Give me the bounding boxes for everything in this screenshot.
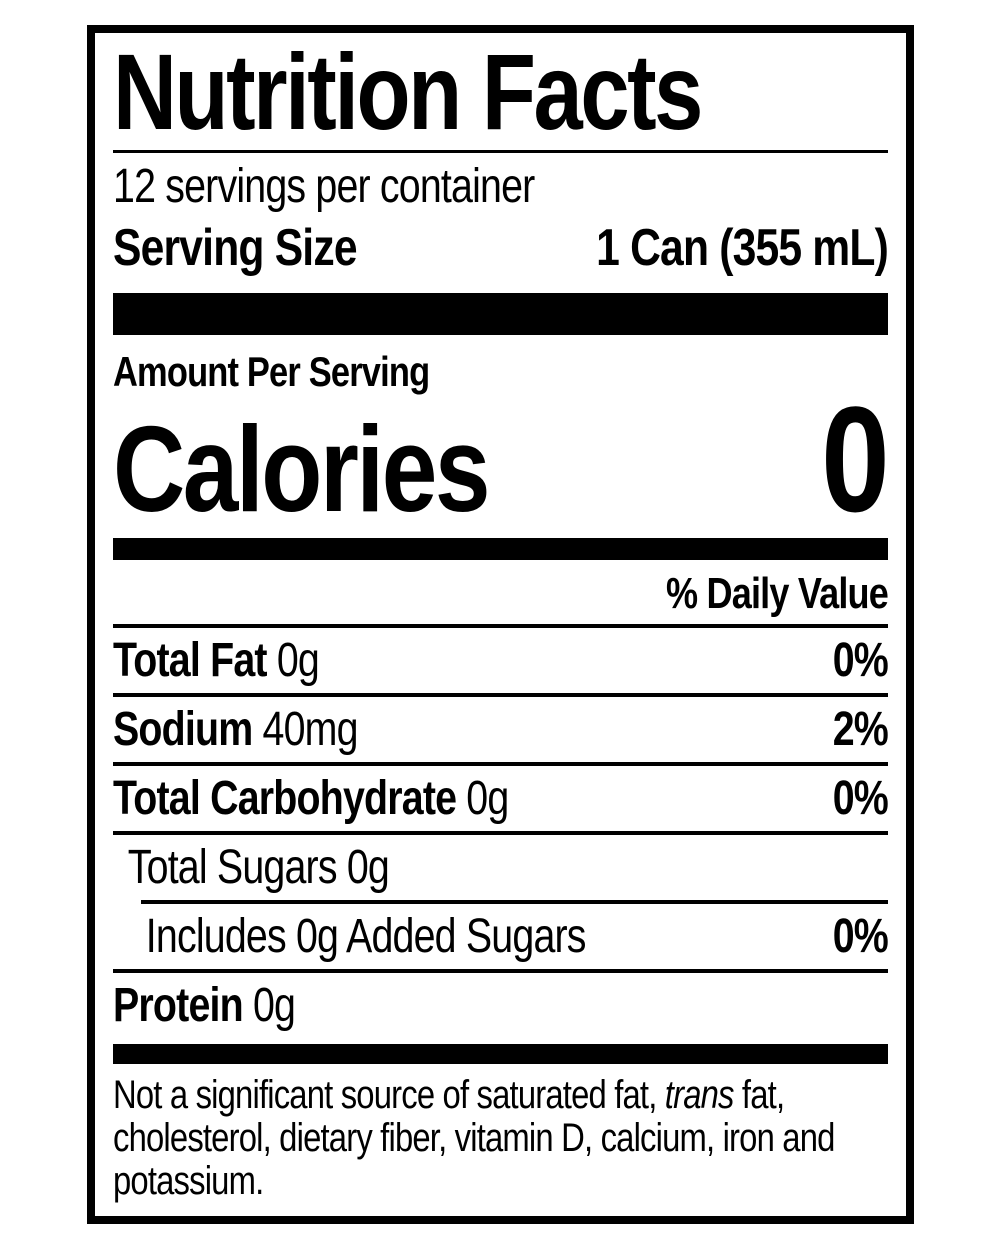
nutrient-name: Protein — [112, 978, 244, 1032]
nutrient-row: Total Sugars 0g — [113, 835, 888, 900]
nutrient-row: Total Carbohydrate 0g 0% — [112, 766, 889, 831]
divider — [112, 968, 888, 973]
amount-per-serving-label: Amount Per Serving — [112, 348, 430, 396]
nutrient-name: Total Carbohydrate — [112, 771, 457, 825]
calories-label: Calories — [112, 400, 491, 537]
nutrient-row: Protein 0g — [113, 973, 888, 1038]
nutrition-facts-label: Nutrition Facts 12 servings per containe… — [86, 25, 914, 1225]
footnote-suffix: fat, cholesterol, dietary fiber, vitamin… — [112, 1072, 835, 1203]
nutrient-name: Sodium — [112, 702, 253, 756]
nutrient-text: Sodium 40mg — [112, 702, 359, 756]
daily-value-percent: 0% — [832, 633, 888, 687]
divider — [140, 899, 888, 904]
section-bar-top — [112, 293, 888, 336]
nutrient-text: Total Sugars 0g — [127, 840, 389, 894]
nutrient-row: Includes 0g Added Sugars 0% — [113, 904, 888, 969]
footnote: Not a significant source of saturated fa… — [113, 1074, 888, 1202]
daily-value-percent: 0% — [832, 771, 888, 825]
serving-size-row: Serving Size 1 Can (355 mL) — [112, 219, 889, 278]
nutrient-text: Total Carbohydrate 0g — [112, 771, 509, 825]
nutrient-name: Total Fat — [112, 633, 268, 687]
title-divider — [112, 150, 888, 154]
serving-size-label: Serving Size — [112, 219, 358, 278]
calories-row: Calories 0 — [112, 374, 890, 543]
nutrient-amount: 0g — [455, 771, 509, 825]
nutrient-name: Total Sugars — [127, 840, 337, 894]
nutrient-text: Includes 0g Added Sugars — [145, 909, 586, 963]
servings-per-container: 12 servings per container — [112, 160, 535, 214]
nutrient-row: Sodium 40mg 2% — [112, 697, 889, 762]
divider — [112, 692, 888, 697]
divider — [112, 830, 888, 835]
label-title: Nutrition Facts — [112, 31, 703, 152]
nutrient-text: Protein 0g — [112, 978, 296, 1032]
divider — [112, 623, 888, 628]
nutrient-rows: Total Fat 0g 0% Sodium 40mg 2% Total Carbohy… — [112, 628, 889, 1038]
divider — [112, 761, 888, 766]
nutrient-text: Total Fat 0g — [112, 633, 320, 687]
serving-size-value: 1 Can (355 mL) — [595, 219, 889, 278]
footnote-prefix: Not a significant source of saturated fa… — [112, 1072, 665, 1117]
daily-value-percent: 0% — [832, 909, 888, 963]
section-bar-calories — [112, 537, 888, 560]
nutrient-amount: 0g — [266, 633, 319, 687]
footnote-italic-word: trans — [664, 1072, 734, 1117]
calories-value: 0 — [820, 374, 889, 543]
nutrient-name: Includes 0g Added Sugars — [145, 909, 586, 963]
nutrient-amount: 40mg — [251, 702, 358, 756]
nutrient-row: Total Fat 0g 0% — [112, 628, 889, 693]
daily-value-header: % Daily Value — [665, 568, 889, 618]
daily-value-percent: 2% — [832, 702, 888, 756]
nutrient-amount: 0g — [336, 840, 389, 894]
nutrient-amount: 0g — [242, 978, 295, 1032]
section-bar-bottom — [112, 1043, 888, 1064]
